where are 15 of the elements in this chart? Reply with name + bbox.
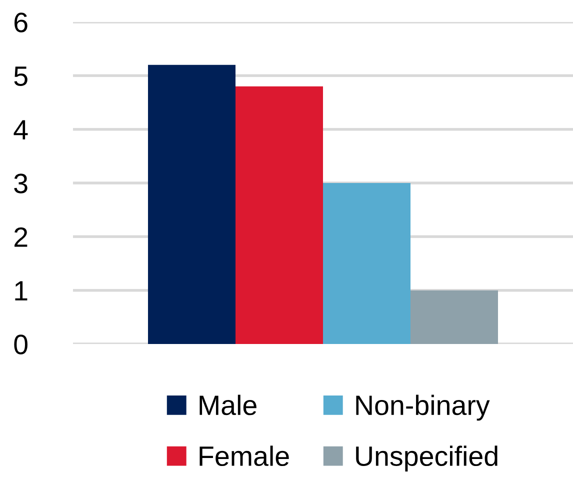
legend-label: Non-binary: [356, 394, 490, 421]
y-tick-label: 6: [14, 12, 28, 32]
y-tick-label: 4: [14, 120, 28, 140]
legend-label: Unspecified: [356, 446, 498, 472]
y-tick-label: 1: [15, 281, 28, 300]
y-tick-label: 5: [14, 66, 28, 86]
bar: [410, 290, 498, 344]
y-tick-label: 0: [14, 334, 28, 354]
bar: [323, 183, 410, 344]
legend-label: Male: [200, 394, 256, 416]
y-tick-label: 2: [14, 227, 28, 247]
legend-label: Female: [200, 446, 289, 466]
y-tick-label: 3: [14, 174, 28, 194]
bar: [236, 86, 323, 344]
bar: [148, 64, 236, 344]
